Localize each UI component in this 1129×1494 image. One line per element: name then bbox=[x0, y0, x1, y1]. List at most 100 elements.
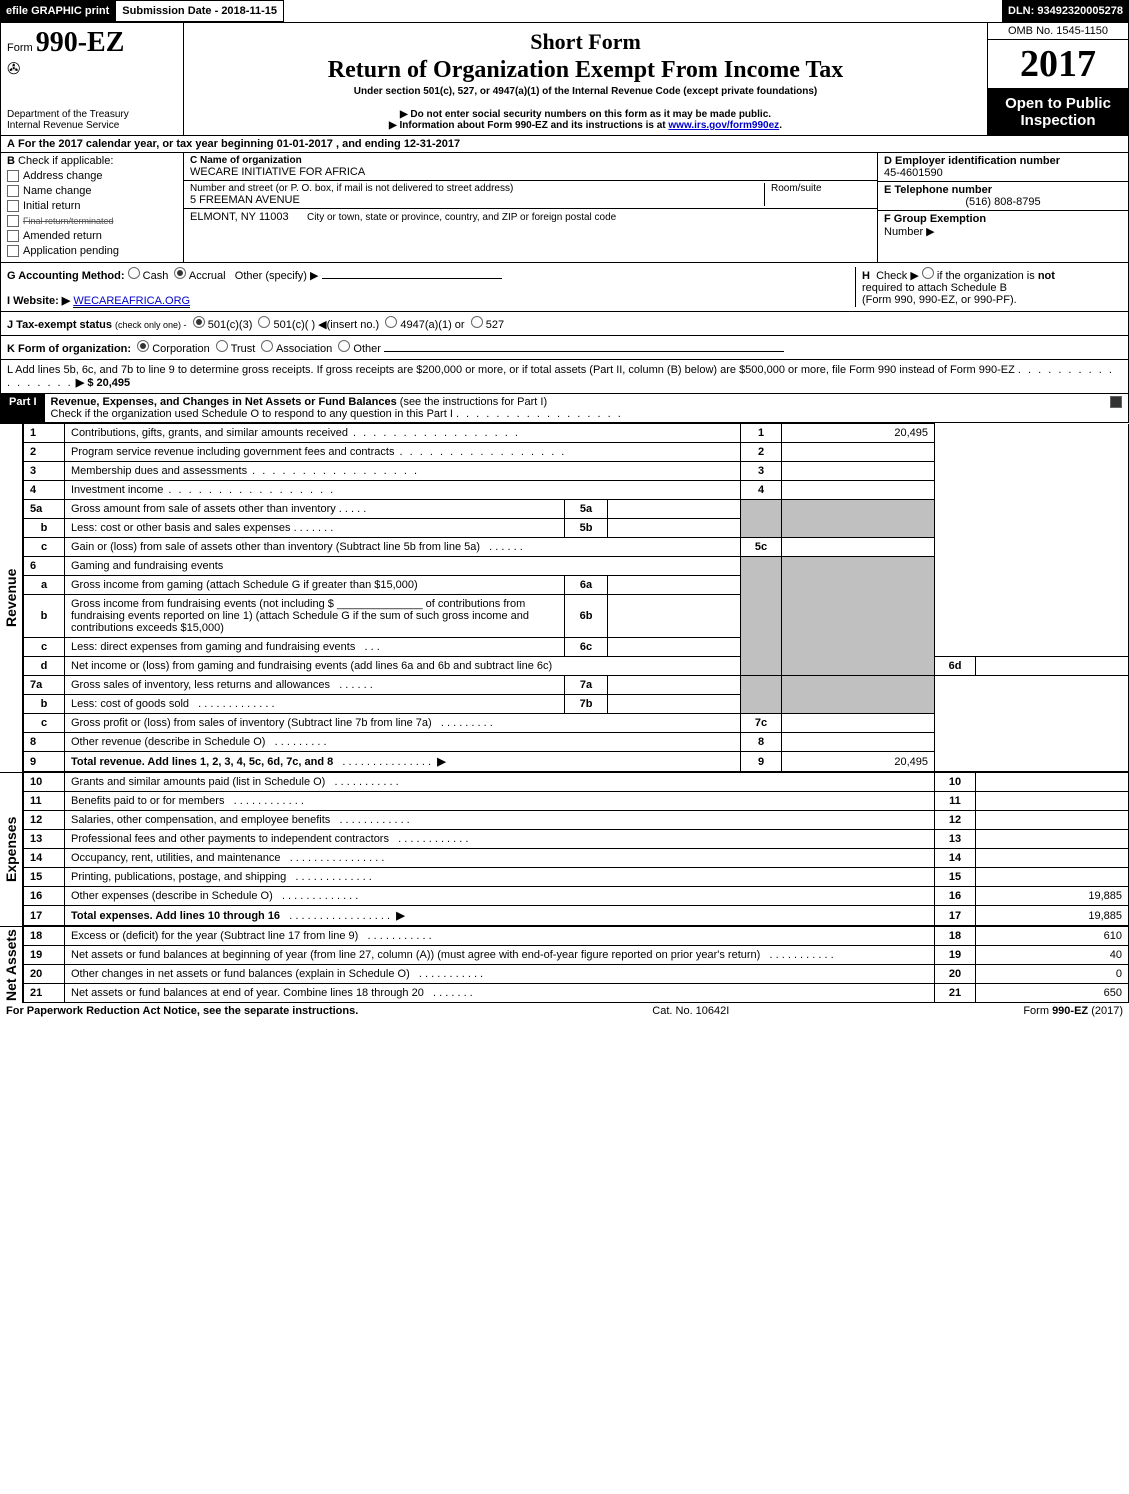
line-desc: Net income or (loss) from gaming and fun… bbox=[65, 657, 741, 676]
checkbox-icon[interactable] bbox=[7, 200, 19, 212]
radio-icon[interactable] bbox=[193, 316, 205, 328]
line-17: 17 Total expenses. Add lines 10 through … bbox=[24, 906, 1129, 926]
line-num: c bbox=[24, 714, 65, 733]
footer-right-pre: Form bbox=[1023, 1005, 1052, 1017]
line-h-text4: (Form 990, 990-EZ, or 990-PF). bbox=[862, 294, 1017, 306]
org-address-cell: Number and street (or P. O. box, if mail… bbox=[184, 181, 877, 209]
line-desc: Net assets or fund balances at beginning… bbox=[65, 946, 935, 965]
radio-icon[interactable] bbox=[258, 316, 270, 328]
desc-text: Investment income bbox=[71, 484, 163, 496]
org-name-label: C Name of organization bbox=[190, 155, 871, 166]
org-addr-value: 5 FREEMAN AVENUE bbox=[190, 194, 764, 206]
line-box: 6d bbox=[935, 657, 976, 676]
dots-icon bbox=[456, 408, 623, 420]
line-num: 13 bbox=[24, 830, 65, 849]
radio-icon[interactable] bbox=[216, 340, 228, 352]
arrow-icon: ▶ bbox=[437, 756, 445, 768]
line-7c: c Gross profit or (loss) from sales of i… bbox=[24, 714, 1129, 733]
website-value[interactable]: WECAREAFRICA.ORG bbox=[73, 295, 190, 308]
other-specify-input[interactable] bbox=[322, 278, 502, 279]
checkbox-icon[interactable] bbox=[7, 230, 19, 242]
warning-2: ▶ Information about Form 990-EZ and its … bbox=[190, 120, 981, 131]
irs-link[interactable]: www.irs.gov/form990ez bbox=[668, 120, 779, 131]
radio-icon[interactable] bbox=[922, 267, 934, 279]
ein-label: D Employer identification number bbox=[884, 155, 1122, 167]
line-18: 18 Excess or (deficit) for the year (Sub… bbox=[24, 927, 1129, 946]
line-num: 11 bbox=[24, 792, 65, 811]
checkbox-icon[interactable] bbox=[7, 215, 19, 227]
desc-text: Net assets or fund balances at end of ye… bbox=[71, 987, 424, 999]
netassets-table: 18 Excess or (deficit) for the year (Sub… bbox=[23, 926, 1129, 1003]
line-amt: 40 bbox=[976, 946, 1129, 965]
line-amt: 19,885 bbox=[976, 906, 1129, 926]
room-suite-label: Room/suite bbox=[771, 183, 871, 194]
line-desc: Gross amount from sale of assets other t… bbox=[65, 500, 565, 519]
schedule-o-checkbox[interactable] bbox=[1110, 396, 1122, 408]
part-i-badge: Part I bbox=[1, 394, 45, 422]
line-box: 15 bbox=[935, 868, 976, 887]
group-exemption-cell: F Group Exemption Number ▶ bbox=[878, 211, 1128, 262]
line-box: 8 bbox=[741, 733, 782, 752]
dept-block: Department of the Treasury Internal Reve… bbox=[7, 109, 177, 131]
line-6: 6 Gaming and fundraising events bbox=[24, 557, 1129, 576]
radio-icon[interactable] bbox=[261, 340, 273, 352]
line-desc: Gross sales of inventory, less returns a… bbox=[65, 676, 565, 695]
k-opt-3: Other bbox=[353, 343, 381, 355]
line-6c: c Less: direct expenses from gaming and … bbox=[24, 638, 1129, 657]
line-a-pre: For the 2017 calendar year, or tax year … bbox=[18, 138, 277, 150]
desc-text: Gross sales of inventory, less returns a… bbox=[71, 679, 330, 691]
form-990ez-page: efile GRAPHIC print Submission Date - 20… bbox=[0, 0, 1129, 1019]
line-num: c bbox=[24, 638, 65, 657]
accrual-label: Accrual bbox=[189, 270, 226, 282]
dots-icon bbox=[163, 484, 335, 496]
radio-icon[interactable] bbox=[137, 340, 149, 352]
line-desc: Gross profit or (loss) from sales of inv… bbox=[65, 714, 741, 733]
shaded-box bbox=[741, 500, 782, 538]
desc-text: Less: cost or other basis and sales expe… bbox=[71, 522, 291, 534]
line-num: 17 bbox=[24, 906, 65, 926]
line-15: 15 Printing, publications, postage, and … bbox=[24, 868, 1129, 887]
topbar-spacer bbox=[284, 0, 1002, 22]
line-10: 10 Grants and similar amounts paid (list… bbox=[24, 773, 1129, 792]
checkbox-icon[interactable] bbox=[7, 245, 19, 257]
radio-icon[interactable] bbox=[385, 316, 397, 328]
checkbox-icon[interactable] bbox=[7, 170, 19, 182]
line-amt bbox=[782, 462, 935, 481]
line-9: 9 Total revenue. Add lines 1, 2, 3, 4, 5… bbox=[24, 752, 1129, 772]
line-desc: Other changes in net assets or fund bala… bbox=[65, 965, 935, 984]
k-other-input[interactable] bbox=[384, 351, 784, 352]
footer-cat: Cat. No. 10642I bbox=[652, 1005, 729, 1017]
line-a-mid: , and ending bbox=[336, 138, 404, 150]
line-4: 4 Investment income 4 bbox=[24, 481, 1129, 500]
radio-icon[interactable] bbox=[471, 316, 483, 328]
line-l-text: L Add lines 5b, 6c, and 7b to line 9 to … bbox=[7, 364, 1015, 376]
line-amt bbox=[782, 443, 935, 462]
netassets-side-label: Net Assets bbox=[0, 926, 23, 1003]
org-city-value: ELMONT, NY 11003 bbox=[190, 211, 289, 223]
line-16: 16 Other expenses (describe in Schedule … bbox=[24, 887, 1129, 906]
tax-year-end: 12-31-2017 bbox=[404, 138, 460, 150]
shaded-box bbox=[741, 557, 782, 676]
line-num: 12 bbox=[24, 811, 65, 830]
line-amt bbox=[782, 733, 935, 752]
line-desc: Gain or (loss) from sale of assets other… bbox=[65, 538, 741, 557]
line-6a: a Gross income from gaming (attach Sched… bbox=[24, 576, 1129, 595]
chk-address-change: Address change bbox=[7, 170, 177, 182]
revenue-side-label: Revenue bbox=[0, 423, 23, 772]
radio-icon[interactable] bbox=[174, 267, 186, 279]
submission-date: Submission Date - 2018-11-15 bbox=[115, 0, 284, 22]
warn2-pre: ▶ Information about Form 990-EZ and its … bbox=[389, 120, 668, 131]
line-desc: Less: cost of goods sold . . . . . . . .… bbox=[65, 695, 565, 714]
line-num: b bbox=[24, 519, 65, 538]
line-desc: Printing, publications, postage, and shi… bbox=[65, 868, 935, 887]
line-j-label: J Tax-exempt status bbox=[7, 319, 112, 331]
checkbox-icon[interactable] bbox=[7, 185, 19, 197]
radio-icon[interactable] bbox=[128, 267, 140, 279]
line-amt bbox=[976, 773, 1129, 792]
desc-text: Gross amount from sale of assets other t… bbox=[71, 503, 336, 515]
line-box: 14 bbox=[935, 849, 976, 868]
line-1: 1 Contributions, gifts, grants, and simi… bbox=[24, 424, 1129, 443]
header-left: Form 990-EZ ✇ Department of the Treasury… bbox=[1, 23, 184, 135]
radio-icon[interactable] bbox=[338, 340, 350, 352]
line-14: 14 Occupancy, rent, utilities, and maint… bbox=[24, 849, 1129, 868]
